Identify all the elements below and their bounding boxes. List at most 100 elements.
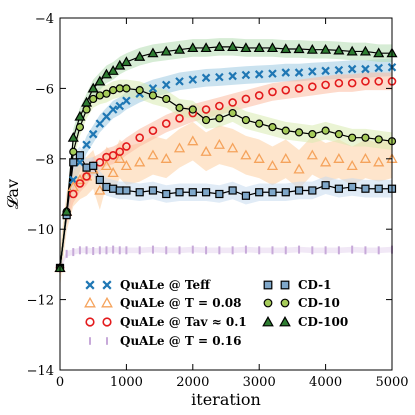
marker-shape — [293, 163, 305, 174]
data-point — [334, 78, 344, 88]
data-point — [109, 86, 118, 95]
marker-shape — [107, 167, 119, 178]
data-point — [75, 151, 85, 160]
data-point — [359, 152, 372, 163]
data-point — [107, 167, 119, 178]
data-point — [82, 105, 91, 114]
marker-shape — [89, 94, 98, 104]
data-point — [241, 191, 251, 200]
data-point — [268, 188, 277, 197]
data-point — [374, 77, 384, 86]
data-point — [281, 126, 290, 135]
marker-stroke — [161, 80, 171, 90]
data-point — [187, 135, 199, 146]
marker-shape — [67, 131, 79, 142]
marker-shape — [175, 114, 184, 123]
data-point — [374, 63, 383, 73]
data-point — [74, 110, 86, 121]
data-point — [148, 126, 158, 135]
data-point — [108, 105, 118, 114]
data-point — [88, 129, 98, 139]
legend-entry: QuALe @ T = 0.08 — [84, 296, 241, 310]
legend-label: QuALe @ Tav ≈ 0.1 — [120, 315, 247, 329]
data-point — [82, 163, 91, 172]
marker-stroke — [188, 75, 198, 84]
data-point — [173, 43, 186, 54]
legend-label: CD-10 — [298, 296, 340, 310]
marker-shape — [346, 45, 358, 56]
marker-stroke — [88, 129, 98, 139]
data-point — [348, 133, 357, 142]
marker-shape — [69, 158, 78, 167]
band-4 — [60, 146, 392, 277]
data-point — [135, 133, 144, 142]
marker-shape — [359, 45, 371, 56]
data-point — [215, 72, 224, 82]
marker-shape — [74, 110, 86, 121]
marker-shape — [348, 182, 357, 192]
data-point — [160, 152, 172, 163]
legend-label: QuALe @ Teff — [120, 278, 211, 292]
x-tick-label: 2000 — [176, 375, 209, 390]
data-point — [321, 181, 330, 190]
marker-shape — [87, 82, 99, 93]
marker-shape — [228, 186, 237, 195]
legend-marker — [85, 317, 95, 327]
data-point — [254, 91, 264, 100]
marker-shape — [94, 75, 106, 86]
band-5 — [60, 79, 392, 277]
marker-shape — [115, 147, 125, 157]
marker-stroke — [102, 112, 111, 121]
data-point — [268, 69, 277, 78]
marker-shape — [262, 315, 274, 327]
y-axis-title: 𝓛av — [3, 179, 22, 209]
data-point — [67, 131, 79, 142]
marker-shape — [148, 91, 158, 100]
marker-shape — [75, 179, 85, 188]
data-point — [294, 84, 304, 93]
marker-shape — [255, 188, 264, 197]
data-point — [306, 149, 318, 160]
data-point — [122, 96, 131, 105]
marker-shape — [361, 77, 370, 86]
data-point — [227, 41, 239, 51]
marker-shape — [100, 160, 113, 170]
marker-shape — [120, 56, 132, 67]
marker-shape — [333, 152, 345, 163]
marker-shape — [268, 188, 277, 197]
marker-shape — [263, 280, 273, 290]
data-point — [175, 103, 184, 112]
marker-shape — [215, 114, 224, 123]
data-point — [122, 142, 131, 151]
data-point — [253, 42, 265, 53]
data-point — [373, 156, 385, 167]
data-point — [228, 186, 237, 195]
marker-stroke — [82, 140, 91, 149]
legend-marker — [84, 296, 96, 308]
marker-shape — [266, 160, 279, 170]
data-point — [188, 75, 198, 84]
data-point — [75, 158, 85, 167]
legend-marker — [280, 280, 290, 290]
data-point — [321, 126, 330, 135]
legend-marker — [279, 315, 291, 327]
data-point — [87, 82, 99, 93]
data-point — [120, 160, 133, 170]
legend-label: CD-100 — [298, 315, 348, 329]
data-point — [320, 43, 332, 54]
marker-stroke — [374, 63, 383, 73]
data-point — [75, 123, 85, 132]
data-point — [102, 182, 111, 192]
data-point — [201, 105, 211, 114]
marker-shape — [280, 298, 290, 308]
marker-stroke — [102, 280, 112, 290]
data-point — [254, 70, 264, 79]
marker-shape — [281, 85, 291, 95]
marker-stroke — [228, 71, 237, 81]
marker-shape — [82, 105, 91, 114]
marker-shape — [135, 133, 144, 142]
marker-shape — [215, 101, 224, 111]
legend: QuALe @ Teff QuALe @ T = 0.08 QuALe @ Tav … — [84, 278, 348, 348]
marker-shape — [281, 126, 290, 135]
marker-shape — [95, 175, 104, 185]
